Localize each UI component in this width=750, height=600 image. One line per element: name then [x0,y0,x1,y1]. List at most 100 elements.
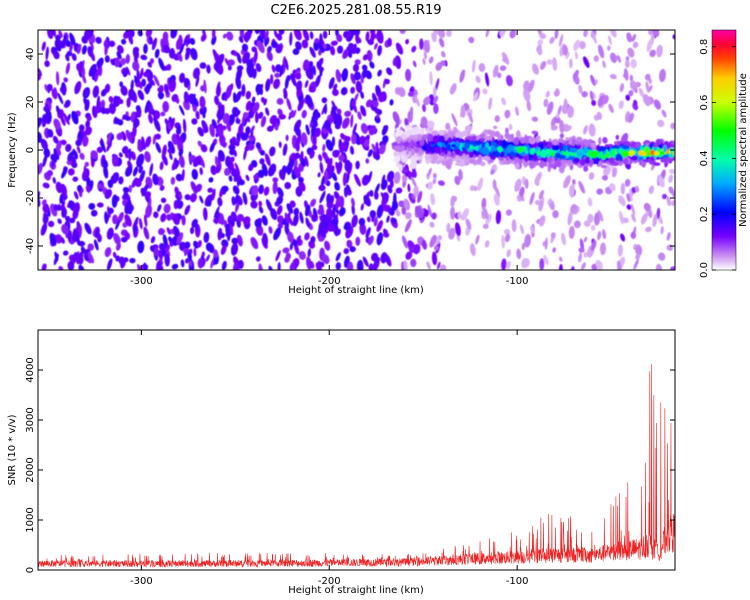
heatmap-cell [377,45,383,57]
heatmap-cell [162,31,169,41]
heatmap-cell [337,197,343,206]
heatmap-cell [278,30,285,35]
heatmap-cell [672,34,675,40]
heatmap-cell [377,69,382,77]
heatmap-cell [79,131,83,140]
heatmap-cell [328,77,335,90]
heatmap-cell [355,160,360,170]
heatmap-cell [322,219,329,230]
heatmap-cell [172,213,180,225]
heatmap-cell [330,40,338,46]
heatmap-cell [114,118,120,125]
heatmap-cell [191,168,199,180]
heatmap-ridge-cell [546,157,554,163]
heatmap-cell [387,171,395,182]
heatmap-cell [324,119,331,131]
heatmap-ridge-cell [542,161,547,167]
heatmap-cell [422,58,426,65]
heatmap-cell [189,226,195,235]
heatmap-cell [540,60,547,70]
heatmap-cell [202,111,206,119]
heatmap-cell [181,215,186,226]
heatmap-cell [556,112,560,119]
heatmap-cell [216,126,224,137]
heatmap-cell [386,215,390,223]
heatmap-cell [596,188,604,195]
heatmap-cell [225,155,232,167]
heatmap-cell [376,112,380,119]
heatmap-cell [356,30,360,37]
heatmap-cell [661,109,667,118]
heatmap-cell [589,90,594,101]
heatmap-cell [40,222,48,236]
heatmap-cell [401,206,407,215]
heatmap-cell [286,98,292,111]
heatmap-cell [539,215,546,227]
heatmap-cell [193,240,199,249]
heatmap-ridge-cell [447,129,452,138]
heatmap-cell [122,146,129,154]
heatmap-cell [261,215,268,226]
heatmap-ridge-cell [598,137,602,145]
heatmap-cell [128,88,136,101]
heatmap-cell [373,42,378,50]
heatmap-cell [587,213,594,223]
heatmap-cell [319,215,323,223]
heatmap-cell [330,224,335,232]
heatmap-cell [629,74,634,82]
heatmap-cell [251,96,256,103]
heatmap-cell [236,52,242,64]
heatmap-cell [396,211,401,217]
heatmap-cell [229,138,236,147]
heatmap-cell [469,243,476,257]
heatmap-cell [130,79,134,92]
heatmap-cell [445,30,452,37]
heatmap-ridge-cell [440,152,446,157]
heatmap-cell [597,230,602,241]
heatmap-cell [206,200,212,207]
heatmap-cell [539,258,545,270]
heatmap-ridge-cell [433,132,438,137]
heatmap-cell [214,95,220,106]
heatmap-cell [238,179,245,186]
heatmap-cell [336,45,344,54]
heatmap-cell [121,131,127,141]
heatmap-cell [269,146,276,157]
heatmap-cell [151,37,158,51]
heatmap-cell [38,162,43,175]
heatmap-cell [184,241,191,249]
heatmap-cell [154,133,161,140]
heatmap-cell [88,202,96,210]
heatmap-cell [653,99,661,110]
x-tick-label: -300 [130,576,153,587]
heatmap-cell [351,133,357,145]
heatmap-cell [477,177,484,191]
heatmap-ridge-cell [660,158,667,163]
heatmap-cell [260,116,267,128]
heatmap-cell [156,261,164,270]
heatmap-cell [340,141,348,152]
heatmap-cell [192,67,201,79]
heatmap-cell [350,114,354,128]
heatmap-cell [523,80,530,92]
heatmap-ridge-cell [529,154,534,159]
heatmap-cell [300,150,304,162]
heatmap-cell [243,148,247,161]
heatmap-cell [573,220,581,229]
heatmap-cell [233,149,237,157]
heatmap-cell [608,103,614,113]
heatmap-cell [495,210,502,225]
heatmap-cell [630,203,636,216]
heatmap-cell [278,169,285,180]
heatmap-cell [581,262,586,270]
heatmap-cell [583,56,590,68]
heatmap-cell [217,104,225,118]
heatmap-ridge-cell [468,145,474,150]
heatmap-cell [343,248,350,255]
heatmap-cell [534,171,542,185]
heatmap-cell [669,168,675,175]
heatmap-cell [309,46,316,58]
heatmap-cell [298,180,306,192]
heatmap-cell [332,206,336,220]
heatmap-cell [253,50,258,63]
